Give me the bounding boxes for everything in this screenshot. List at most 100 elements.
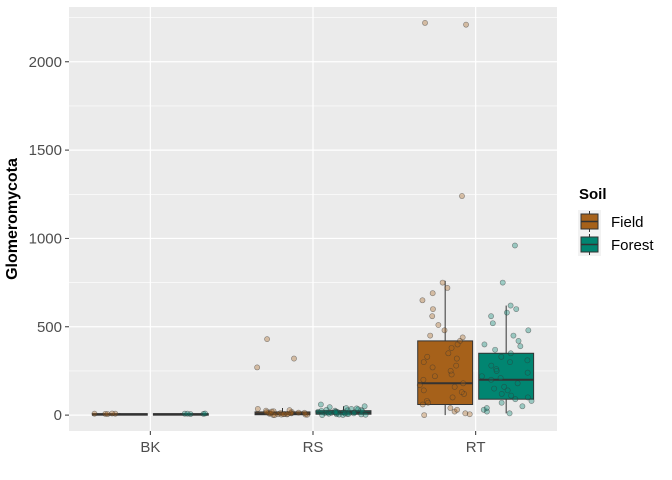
data-point bbox=[507, 302, 514, 309]
data-point bbox=[498, 353, 505, 360]
data-point bbox=[503, 309, 510, 316]
data-point bbox=[447, 405, 454, 411]
data-point bbox=[422, 19, 428, 26]
data-point bbox=[432, 373, 438, 380]
legend: Soil Field Forest bbox=[578, 186, 654, 256]
data-point bbox=[488, 313, 494, 320]
data-point bbox=[104, 411, 111, 417]
data-point bbox=[519, 403, 526, 410]
data-point bbox=[318, 407, 325, 414]
chart-marks bbox=[91, 19, 535, 418]
x-tick-label: BK bbox=[140, 439, 160, 456]
legend-key-field bbox=[578, 210, 601, 233]
data-point bbox=[454, 341, 461, 348]
data-point bbox=[504, 387, 511, 394]
data-point bbox=[268, 408, 275, 415]
data-point bbox=[301, 409, 308, 416]
data-point bbox=[506, 410, 513, 417]
data-point bbox=[430, 306, 436, 312]
data-point bbox=[497, 375, 504, 381]
data-point bbox=[421, 412, 428, 418]
data-point bbox=[286, 407, 293, 414]
data-point bbox=[353, 405, 360, 412]
data-point bbox=[429, 313, 436, 320]
data-point bbox=[513, 306, 520, 312]
box-group-field-bk bbox=[91, 412, 148, 416]
data-point bbox=[528, 398, 535, 404]
data-point bbox=[184, 410, 191, 417]
legend-label-field: Field bbox=[611, 214, 644, 231]
data-point bbox=[451, 383, 458, 390]
data-point bbox=[445, 350, 452, 357]
data-point bbox=[264, 336, 270, 343]
data-point bbox=[454, 406, 460, 413]
x-tick-label: RT bbox=[466, 439, 486, 456]
data-point bbox=[345, 410, 352, 417]
data-point bbox=[350, 410, 357, 417]
data-point bbox=[109, 410, 116, 417]
legend-title: Soil bbox=[579, 186, 607, 203]
data-point bbox=[317, 401, 324, 408]
data-point bbox=[448, 371, 455, 378]
data-point bbox=[435, 322, 442, 328]
data-point bbox=[355, 406, 362, 413]
data-point bbox=[491, 385, 498, 392]
y-tick-label: 0 bbox=[54, 407, 62, 424]
x-tick-label: RS bbox=[303, 439, 324, 456]
data-point bbox=[358, 411, 365, 418]
data-point bbox=[112, 410, 119, 417]
data-point bbox=[441, 327, 448, 334]
data-point bbox=[524, 357, 531, 364]
data-point bbox=[517, 343, 524, 350]
data-point bbox=[448, 345, 455, 351]
data-point bbox=[420, 387, 427, 394]
data-point bbox=[501, 383, 508, 390]
data-point bbox=[458, 389, 465, 396]
data-point bbox=[493, 368, 500, 374]
y-tick-label: 500 bbox=[37, 319, 62, 336]
data-point bbox=[515, 337, 522, 344]
y-tick-label: 2000 bbox=[29, 54, 62, 71]
data-point bbox=[254, 406, 261, 412]
data-point bbox=[507, 350, 514, 357]
data-point bbox=[319, 412, 326, 418]
axes: 0 500 1000 1500 2000 BK RS RT bbox=[29, 54, 486, 456]
data-point bbox=[429, 290, 436, 297]
data-point bbox=[498, 390, 505, 397]
data-point bbox=[420, 359, 427, 365]
data-point bbox=[449, 394, 456, 401]
data-point bbox=[202, 410, 209, 417]
data-point bbox=[514, 380, 521, 387]
data-point bbox=[508, 392, 515, 399]
data-point bbox=[280, 411, 287, 418]
data-point bbox=[419, 297, 426, 304]
data-point bbox=[489, 320, 496, 327]
data-point bbox=[481, 341, 488, 348]
data-point bbox=[425, 399, 432, 406]
data-point bbox=[483, 405, 490, 411]
data-point bbox=[510, 332, 517, 339]
data-point bbox=[295, 409, 302, 416]
data-point bbox=[499, 279, 506, 286]
data-point bbox=[416, 382, 423, 388]
legend-key-forest bbox=[578, 233, 601, 256]
data-point bbox=[460, 380, 467, 387]
data-point bbox=[488, 376, 495, 383]
data-point bbox=[429, 364, 436, 371]
legend-label-forest: Forest bbox=[611, 237, 654, 254]
data-point bbox=[459, 193, 465, 199]
data-point bbox=[512, 242, 518, 249]
data-point bbox=[480, 406, 487, 413]
data-point bbox=[498, 399, 505, 406]
gridlines bbox=[69, 7, 557, 431]
data-point bbox=[315, 408, 322, 415]
data-point bbox=[291, 355, 297, 362]
data-point bbox=[420, 376, 427, 383]
data-point bbox=[444, 284, 451, 291]
data-point bbox=[427, 332, 434, 339]
data-point bbox=[424, 353, 431, 360]
data-point bbox=[459, 334, 466, 341]
data-point bbox=[254, 364, 261, 371]
data-point bbox=[512, 396, 519, 403]
